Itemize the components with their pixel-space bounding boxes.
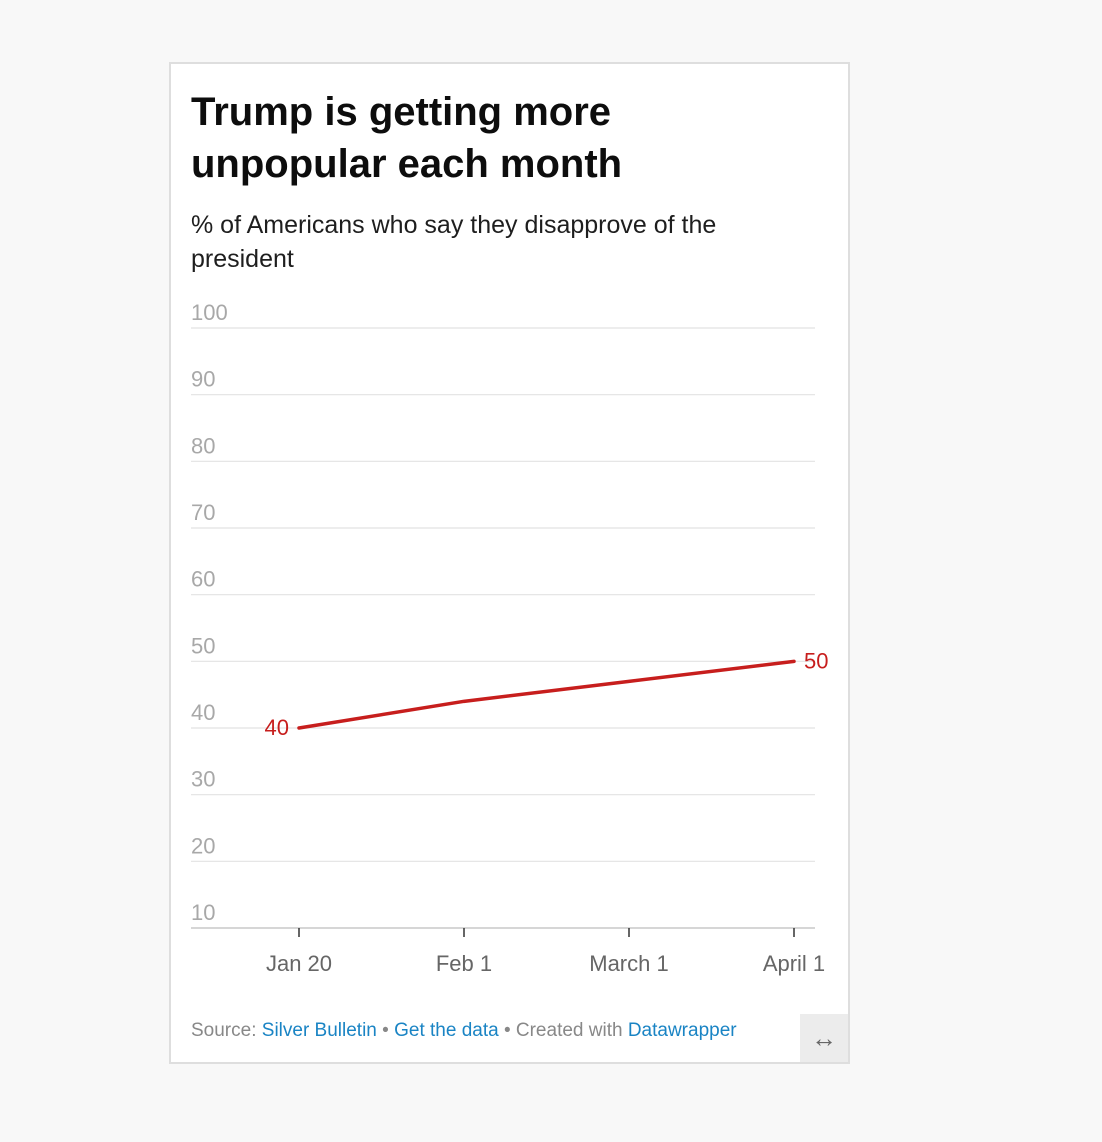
source-link[interactable]: Silver Bulletin [261, 1020, 377, 1041]
x-tick-label: April 1 [763, 951, 825, 976]
y-tick-label: 90 [191, 367, 215, 392]
chart-subtitle: % of Americans who say they disapprove o… [191, 211, 717, 273]
x-tick-label: Feb 1 [436, 951, 492, 976]
x-tick-label: March 1 [589, 951, 668, 976]
y-tick-label: 50 [191, 633, 215, 658]
data-label: 40 [265, 715, 289, 740]
source-prefix: Source: [191, 1020, 262, 1041]
y-tick-label: 100 [191, 300, 228, 325]
y-tick-label: 80 [191, 433, 215, 458]
line-chart: 100 90 80 70 60 50 40 30 20 10 Jan 20 Feb 1 March 1 A… [191, 300, 828, 976]
y-tick-label: 10 [191, 900, 215, 925]
series-line-disapprove [297, 659, 796, 730]
resize-icon[interactable]: ↔ [800, 1014, 848, 1062]
chart-footer: Source: Silver Bulletin • Get the data •… [191, 1019, 737, 1043]
chart-card: Trump is getting more unpopular each mon… [169, 62, 850, 1064]
chart-title: Trump is getting more unpopular each mon… [191, 90, 623, 186]
y-tick-label: 30 [191, 767, 215, 792]
y-tick-label: 60 [191, 567, 215, 592]
created-with-text: • Created with [498, 1020, 628, 1041]
footer-separator: • [376, 1020, 395, 1041]
y-tick-label: 70 [191, 500, 215, 525]
get-data-link[interactable]: Get the data [394, 1020, 499, 1041]
y-tick-label: 20 [191, 833, 215, 858]
y-tick-label: 40 [191, 700, 215, 725]
x-tick-label: Jan 20 [266, 951, 332, 976]
datawrapper-link[interactable]: Datawrapper [627, 1020, 737, 1041]
data-label: 50 [804, 648, 828, 673]
